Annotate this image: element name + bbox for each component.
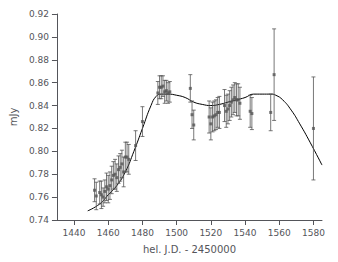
svg-text:0.78: 0.78 xyxy=(29,169,49,179)
svg-text:1500: 1500 xyxy=(165,228,188,238)
svg-text:0.92: 0.92 xyxy=(29,9,49,19)
svg-text:0.90: 0.90 xyxy=(29,32,49,42)
svg-text:1580: 1580 xyxy=(302,228,325,238)
svg-text:0.80: 0.80 xyxy=(29,146,49,156)
svg-text:1460: 1460 xyxy=(97,228,120,238)
svg-text:0.82: 0.82 xyxy=(29,123,49,133)
svg-text:0.74: 0.74 xyxy=(29,215,49,225)
svg-text:1540: 1540 xyxy=(234,228,257,238)
svg-text:1440: 1440 xyxy=(63,228,86,238)
svg-text:0.84: 0.84 xyxy=(29,101,49,111)
svg-text:1560: 1560 xyxy=(268,228,291,238)
svg-text:0.76: 0.76 xyxy=(29,192,49,202)
svg-text:1480: 1480 xyxy=(131,228,154,238)
svg-text:hel. J.D. - 2450000: hel. J.D. - 2450000 xyxy=(143,244,236,255)
svg-text:1520: 1520 xyxy=(199,228,222,238)
svg-text:mJy: mJy xyxy=(8,108,19,127)
svg-text:0.86: 0.86 xyxy=(29,78,49,88)
svg-text:0.88: 0.88 xyxy=(29,55,49,65)
